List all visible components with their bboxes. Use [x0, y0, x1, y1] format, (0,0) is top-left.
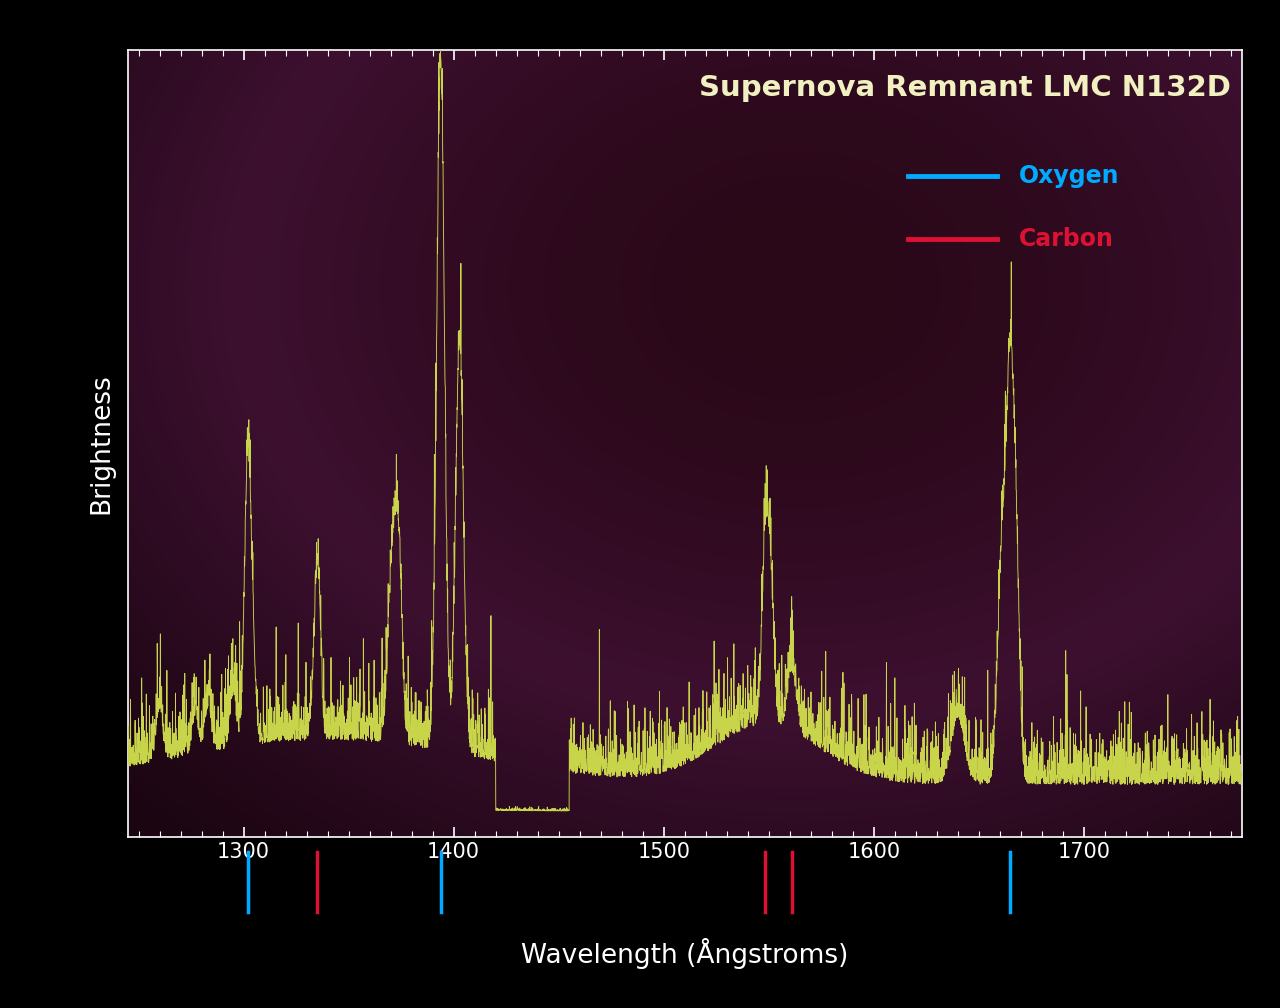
Text: Oxygen: Oxygen: [1019, 164, 1120, 188]
Y-axis label: Brightness: Brightness: [88, 373, 114, 514]
Text: Supernova Remnant LMC N132D: Supernova Remnant LMC N132D: [699, 74, 1230, 102]
X-axis label: Wavelength (Ångstroms): Wavelength (Ångstroms): [521, 937, 849, 969]
Text: Carbon: Carbon: [1019, 227, 1114, 251]
